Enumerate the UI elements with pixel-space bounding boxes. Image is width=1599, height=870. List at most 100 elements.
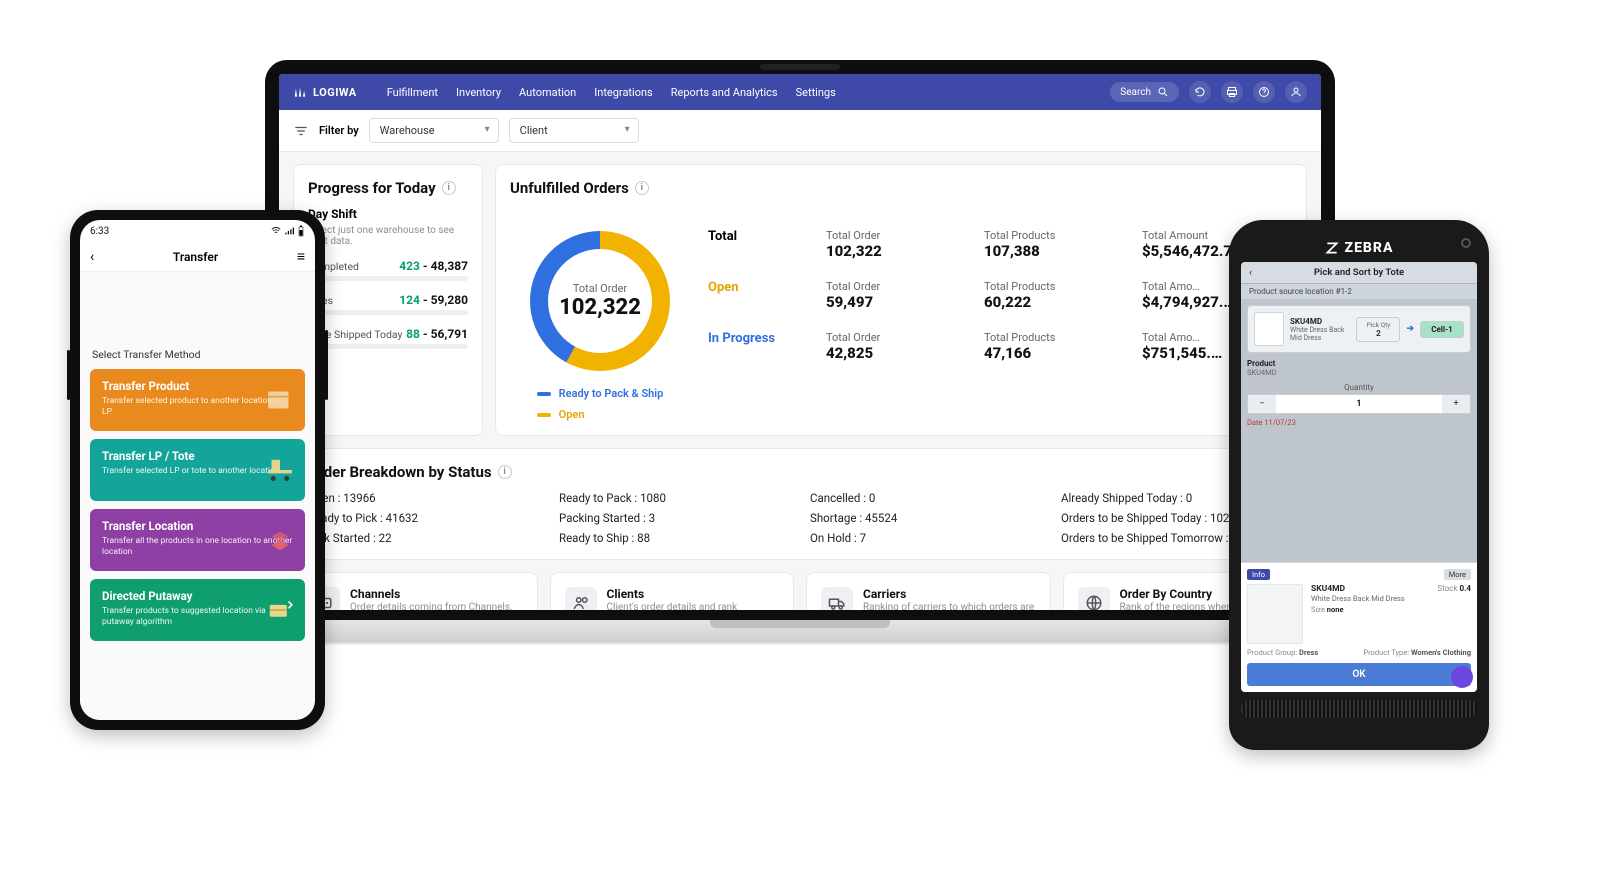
donut-chart: Total Order 102,322	[530, 231, 670, 371]
hh-date-label: Date	[1247, 418, 1262, 427]
zebra-icon	[1325, 241, 1339, 255]
legend: Ready to Pack & Ship Open	[537, 387, 664, 421]
header-right: Search	[1110, 81, 1307, 103]
user-icon[interactable]	[1285, 81, 1307, 103]
mini-card-title: Channels	[350, 587, 513, 601]
hh-back-icon[interactable]: ‹	[1249, 267, 1252, 278]
back-icon[interactable]: ‹	[90, 249, 94, 265]
hh-prod-desc: White Dress Back Mid Dress	[1311, 594, 1471, 603]
print-icon[interactable]	[1221, 81, 1243, 103]
nav-inventory[interactable]: Inventory	[456, 86, 501, 99]
app-header: LOGIWA Fulfillment Inventory Automation …	[279, 74, 1321, 110]
phone-status-bar: 6:33	[80, 220, 315, 242]
metric-products: Total Products60,222	[984, 280, 1134, 311]
breakdown-card: Order Breakdown by Status i Open : 13966…	[293, 448, 1307, 560]
search-icon	[1157, 86, 1169, 98]
mini-card[interactable]: Carriers Ranking of carriers to which or…	[806, 572, 1051, 610]
help-icon[interactable]	[1253, 81, 1275, 103]
filter-icon[interactable]	[293, 123, 309, 139]
metrics-grid: Total Total Order102,322 Total Products1…	[708, 225, 1292, 421]
phone-title: Transfer	[173, 250, 218, 264]
signal-icon	[284, 226, 294, 236]
breakdown-grid: Open : 13966Ready to Pack : 1080Cancelle…	[308, 491, 1292, 545]
legend-swatch-ready	[537, 392, 551, 396]
hh-main: SKU4MD White Dress Back Mid Dress Pick Q…	[1241, 299, 1477, 562]
brand-name: LOGIWA	[313, 86, 357, 99]
transfer-card-icon	[263, 383, 297, 417]
breakdown-item: Open : 13966	[308, 491, 539, 505]
ok-button[interactable]: OK	[1247, 663, 1471, 686]
metric-order: Total Order59,497	[826, 280, 976, 311]
hh-header: ‹ Pick and Sort by Tote	[1241, 262, 1477, 284]
hh-type-val: Women's Clothing	[1411, 648, 1471, 657]
info-icon[interactable]: i	[635, 181, 649, 195]
transfer-card[interactable]: Transfer LP / Tote Transfer selected LP …	[90, 439, 305, 501]
transfer-card[interactable]: Directed Putaway Transfer products to su…	[90, 579, 305, 641]
hh-pickqty-val: 2	[1363, 329, 1393, 338]
hh-stock-val: 0.4	[1460, 584, 1472, 593]
handheld-screen: ‹ Pick and Sort by Tote Product source l…	[1241, 262, 1477, 692]
unfulfilled-title: Unfulfilled Orders i	[510, 179, 1292, 197]
client-select[interactable]: Client	[509, 118, 639, 143]
hh-prod-name: SKU4MD	[1311, 584, 1345, 594]
fab-button[interactable]	[1451, 666, 1473, 688]
hh-target-cell[interactable]: Cell-1	[1420, 321, 1464, 338]
nav-settings[interactable]: Settings	[796, 86, 836, 99]
hh-group-val: Dress	[1299, 648, 1318, 657]
status-icons	[271, 225, 305, 237]
hh-qty-section: Quantity − 1 +	[1247, 383, 1471, 414]
warehouse-select[interactable]: Warehouse	[369, 118, 499, 143]
phone-device: 6:33 ‹ Transfer ≡ Select Transfer Method…	[70, 210, 325, 730]
qty-plus-button[interactable]: +	[1442, 395, 1470, 413]
progress-row: Completed 423 - 48,387	[308, 259, 468, 281]
shift-note: Select just one warehouse to see shift d…	[308, 225, 468, 247]
brand-logo[interactable]: LOGIWA	[293, 85, 357, 99]
breakdown-item: Pick Started : 22	[308, 531, 539, 545]
hh-product-image	[1247, 584, 1303, 644]
mini-card-sub: Client's order details and rank	[607, 601, 738, 610]
nav-items: Fulfillment Inventory Automation Integra…	[387, 86, 1093, 99]
hh-sku: SKU4MD	[1290, 317, 1350, 326]
qty-minus-button[interactable]: −	[1248, 395, 1276, 413]
hh-title: Pick and Sort by Tote	[1314, 267, 1404, 278]
mini-card[interactable]: Clients Client's order details and rank	[550, 572, 795, 610]
laptop-bezel: LOGIWA Fulfillment Inventory Automation …	[265, 60, 1335, 620]
progress-bar	[308, 310, 468, 315]
unfulfilled-card: Unfulfilled Orders i Total Order 102,322	[495, 164, 1307, 436]
legend-open: Open	[537, 408, 664, 421]
progress-bar	[308, 276, 468, 281]
unfulfilled-title-text: Unfulfilled Orders	[510, 179, 629, 197]
nav-integrations[interactable]: Integrations	[594, 86, 652, 99]
phone-time: 6:33	[90, 226, 109, 237]
transfer-card[interactable]: Transfer Product Transfer selected produ…	[90, 369, 305, 431]
mini-card[interactable]: Channels Order details coming from Chann…	[293, 572, 538, 610]
menu-icon[interactable]: ≡	[297, 248, 305, 265]
mini-card-icon	[1078, 587, 1110, 610]
transfer-card[interactable]: Transfer Location Transfer all the produ…	[90, 509, 305, 571]
info-icon[interactable]: i	[498, 465, 512, 479]
legend-swatch-open	[537, 413, 551, 417]
metric-order: Total Order102,322	[826, 229, 976, 260]
transfer-card-icon	[263, 523, 297, 557]
progress-row: to be Shipped Today 88 - 56,791	[308, 327, 468, 349]
hh-qty-label: Quantity	[1247, 383, 1471, 392]
handheld-brand: ZEBRA	[1241, 234, 1477, 262]
nav-fulfillment[interactable]: Fulfillment	[387, 86, 438, 99]
hh-date: Date 11/07/23	[1247, 418, 1471, 427]
info-icon[interactable]: i	[442, 181, 456, 195]
mini-card-title: Carriers	[863, 587, 1036, 601]
hh-badge-info[interactable]: Info	[1247, 569, 1270, 580]
refresh-icon[interactable]	[1189, 81, 1211, 103]
metric-products: Total Products107,388	[984, 229, 1134, 260]
search-pill[interactable]: Search	[1110, 82, 1179, 102]
logo-icon	[293, 85, 307, 99]
qty-value: 1	[1276, 395, 1442, 413]
hh-badge-more[interactable]: More	[1444, 569, 1471, 580]
legend-ready: Ready to Pack & Ship	[537, 387, 664, 400]
metric-row-label: Total	[708, 229, 818, 260]
hh-product-card: SKU4MD Stock 0.4 White Dress Back Mid Dr…	[1247, 584, 1471, 644]
nav-automation[interactable]: Automation	[519, 86, 576, 99]
transfer-card-icon	[263, 593, 297, 627]
nav-reports[interactable]: Reports and Analytics	[671, 86, 778, 99]
laptop-base	[225, 620, 1375, 642]
